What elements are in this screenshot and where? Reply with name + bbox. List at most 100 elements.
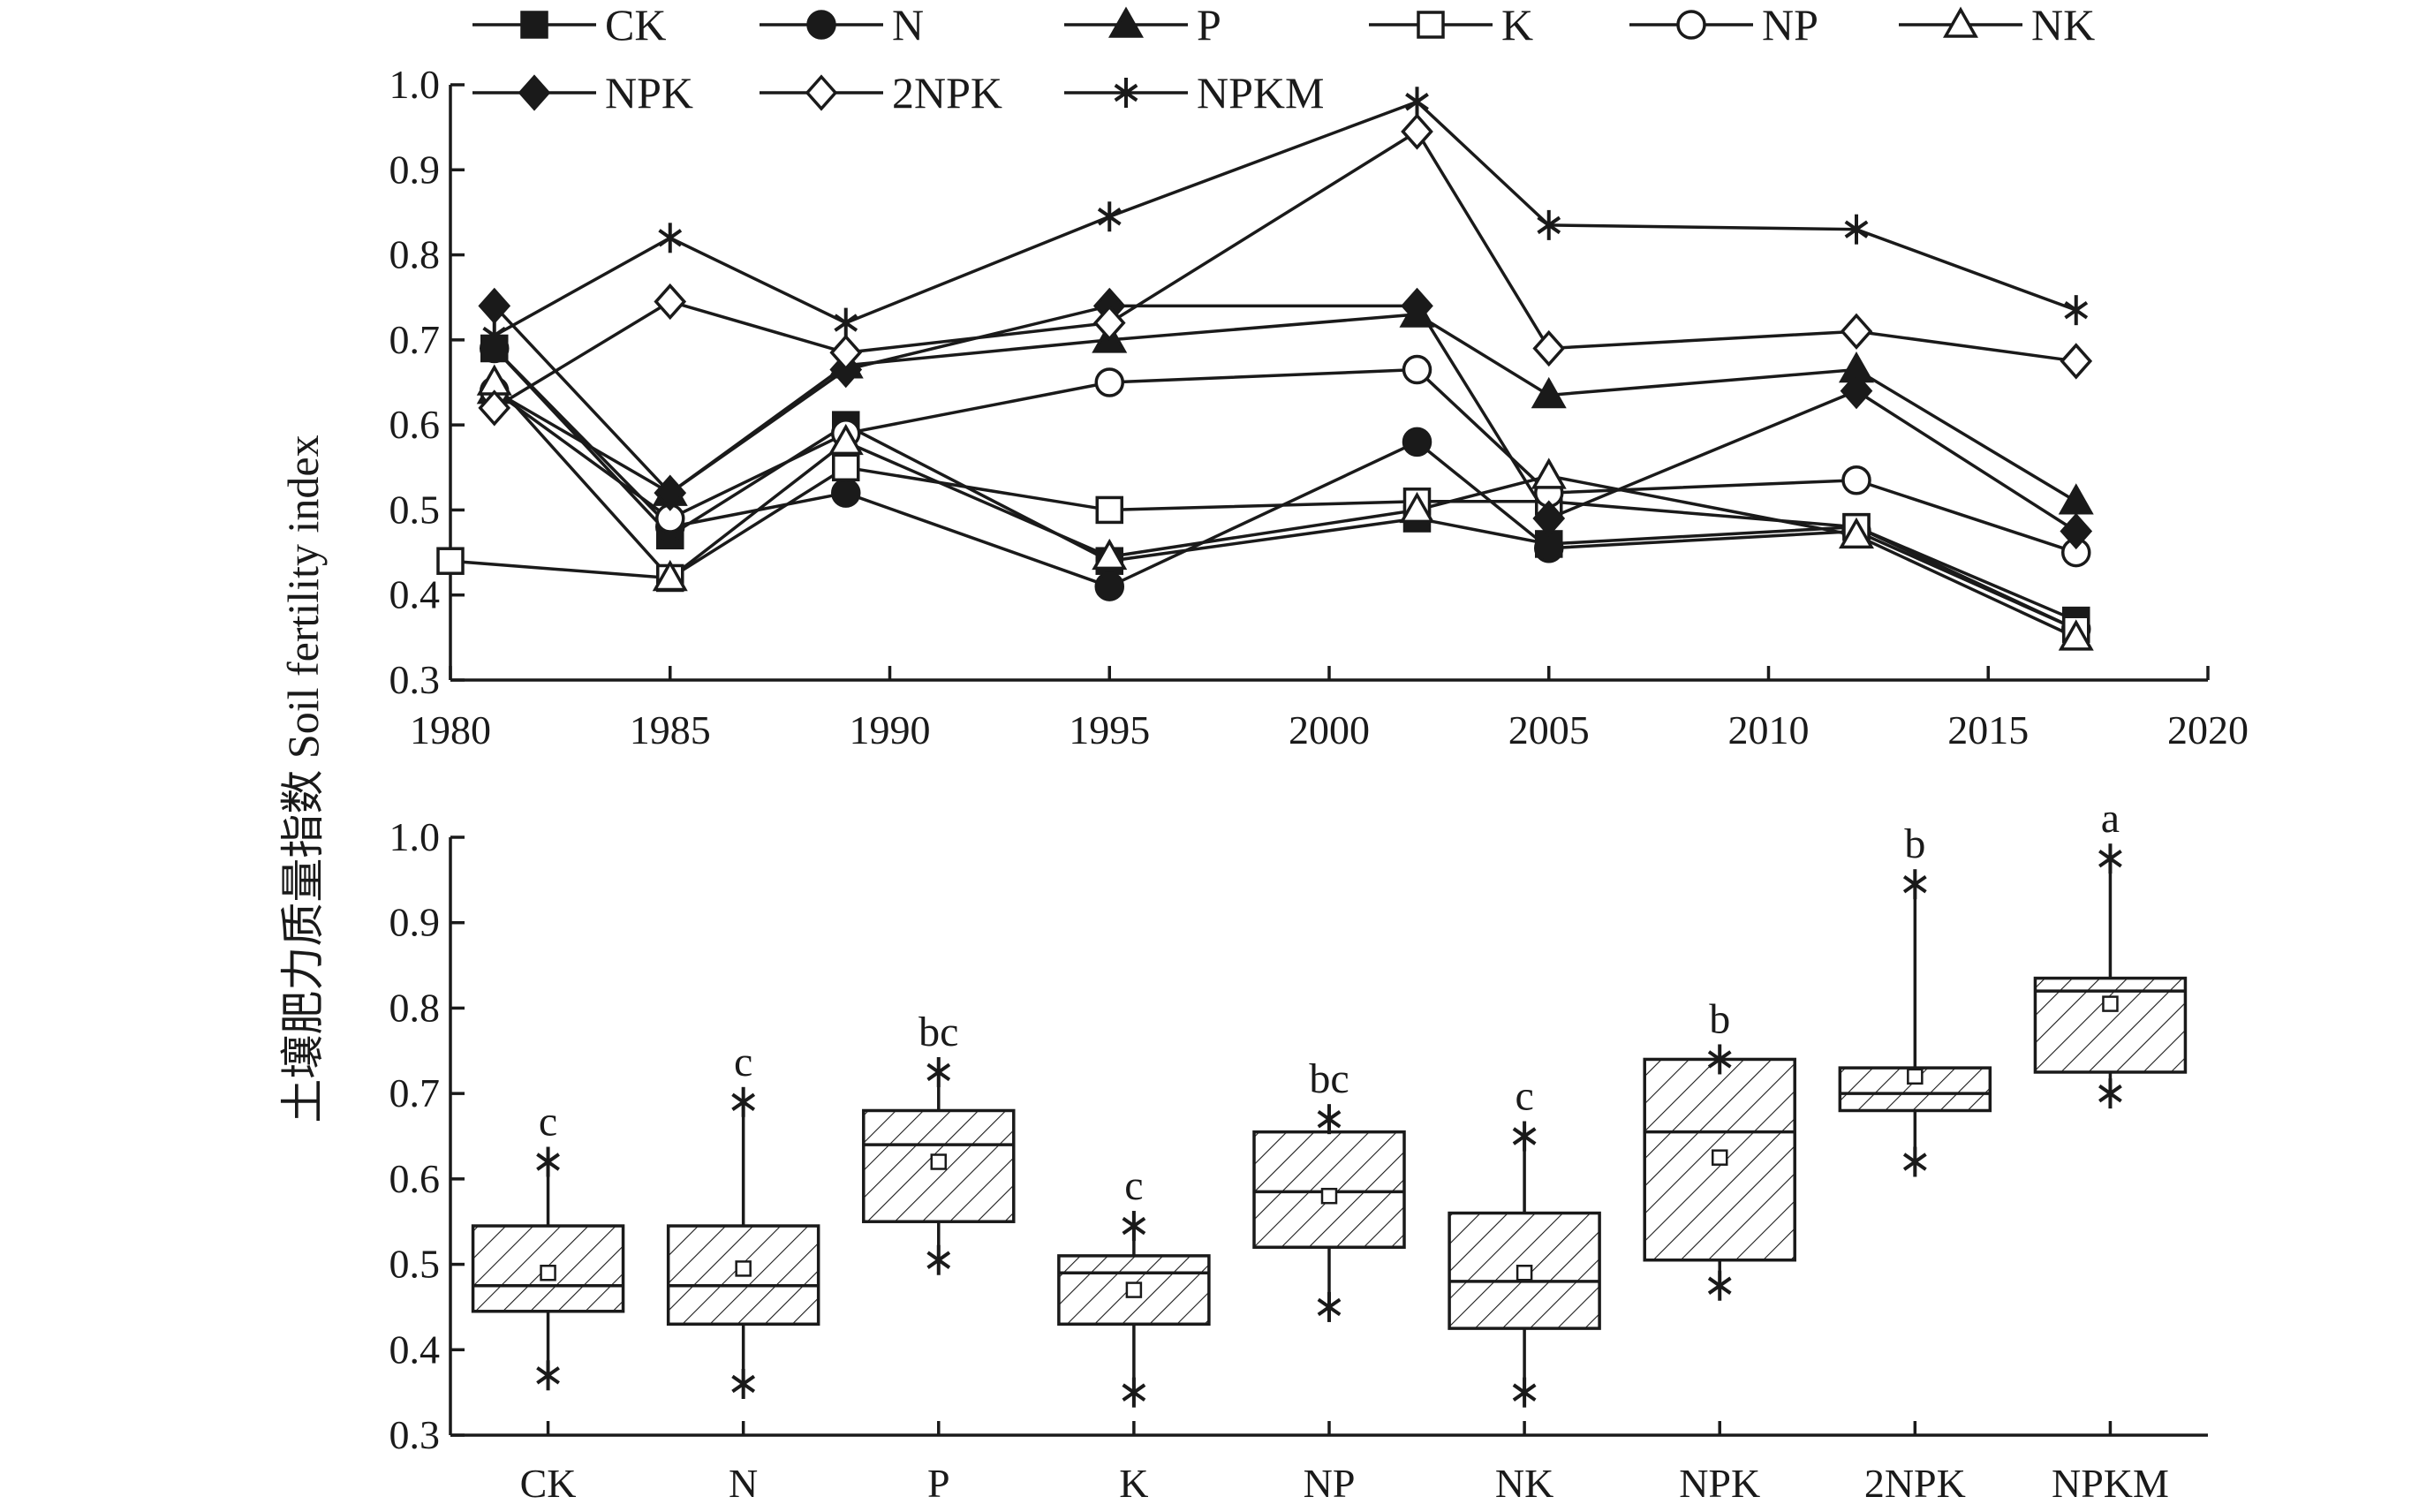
- y-axis-label: 土壤肥力质量指数 Soil fertility index: [278, 435, 328, 1123]
- category-label-p: P: [927, 1461, 950, 1506]
- legend-item-nk: NK: [1899, 0, 2095, 49]
- legend-item-2npk: 2NPK: [760, 68, 1002, 117]
- legend-marker-n: [806, 10, 836, 40]
- min-marker: [1902, 1146, 1927, 1177]
- significance-letter: c: [1515, 1073, 1533, 1120]
- legend-label: NK: [2031, 0, 2095, 49]
- top-y-tick-label: 0.4: [389, 572, 441, 617]
- point-n: [1094, 571, 1124, 601]
- category-label-npkm: NPKM: [2052, 1461, 2169, 1506]
- significance-letter: bc: [918, 1009, 958, 1055]
- point-2npk: [1401, 113, 1433, 150]
- legend-item-k: K: [1369, 0, 1533, 49]
- point-npk: [1840, 372, 1873, 410]
- point-npkm: [2064, 295, 2089, 326]
- point-np: [1094, 367, 1124, 397]
- point-2npk: [1532, 329, 1566, 367]
- significance-letter: c: [539, 1099, 557, 1145]
- legend-marker-p: [1107, 6, 1145, 38]
- point-p: [1531, 376, 1567, 409]
- legend-marker-k: [1417, 11, 1445, 39]
- top-y-tick-label: 0.7: [389, 317, 441, 362]
- mean-marker: [1907, 1068, 1924, 1085]
- min-marker: [536, 1360, 560, 1391]
- mean-marker: [1125, 1281, 1143, 1298]
- point-np: [1402, 354, 1432, 385]
- point-2npk: [1092, 304, 1126, 342]
- point-2npk: [478, 389, 511, 427]
- point-n: [831, 478, 861, 508]
- legend-marker-ck: [520, 11, 548, 39]
- point-2npk: [829, 334, 863, 371]
- box-n: c: [666, 1039, 820, 1399]
- series-line-npkm: [493, 100, 2077, 337]
- legend-item-ck: CK: [472, 0, 666, 49]
- legend-item-npk: NPK: [472, 68, 693, 117]
- top-x-tick-label: 2020: [2167, 707, 2249, 752]
- category-label-npk: NPK: [1679, 1461, 1760, 1506]
- mean-marker: [2102, 995, 2119, 1012]
- category-label-ck: CK: [520, 1461, 577, 1506]
- legend-item-p: P: [1064, 0, 1221, 49]
- series-line-p: [493, 313, 2077, 503]
- max-marker: [1707, 1044, 1732, 1075]
- significance-letter: c: [734, 1039, 752, 1085]
- point-nk: [1092, 538, 1128, 571]
- min-marker: [1317, 1291, 1342, 1322]
- point-nk: [2058, 619, 2094, 651]
- top-x-tick-label: 1985: [630, 707, 711, 752]
- mean-marker: [540, 1264, 556, 1281]
- point-k: [832, 453, 860, 482]
- bottom-y-tick-label: 0.5: [389, 1242, 441, 1287]
- category-label-np: NP: [1304, 1461, 1356, 1506]
- top-x-tick-label: 1990: [850, 707, 931, 752]
- point-2npk: [654, 283, 687, 321]
- box-ck: c: [471, 1099, 625, 1391]
- box-nk: c: [1448, 1073, 1601, 1408]
- point-npkm: [1844, 214, 1869, 245]
- box-npk: b: [1643, 995, 1796, 1301]
- top-y-tick-label: 0.3: [389, 657, 441, 702]
- min-marker: [2098, 1078, 2122, 1109]
- point-k: [1095, 495, 1123, 525]
- point-npk: [1401, 287, 1433, 324]
- point-n: [1534, 533, 1564, 563]
- top-y-tick-label: 0.5: [389, 487, 441, 532]
- bottom-y-tick-label: 0.8: [389, 985, 441, 1030]
- series-line-npk: [493, 304, 2077, 533]
- point-p: [2058, 483, 2094, 515]
- top-x-tick-label: 1995: [1069, 707, 1150, 752]
- point-npk: [2060, 512, 2093, 550]
- point-npkm: [1537, 209, 1561, 240]
- legend-label: NPKM: [1197, 68, 1324, 117]
- box-body: [2033, 976, 2188, 1074]
- legend-item-n: N: [760, 0, 924, 49]
- category-label-nk: NK: [1495, 1461, 1553, 1506]
- series-line-nk: [493, 381, 2077, 639]
- top-x-tick-label: 2015: [1947, 707, 2029, 752]
- point-2npk: [2060, 343, 2093, 380]
- point-n: [1402, 427, 1432, 457]
- min-marker: [1707, 1270, 1732, 1301]
- legend-label: NP: [1762, 0, 1818, 49]
- legend-item-npkm: NPKM: [1064, 68, 1324, 117]
- max-marker: [2098, 843, 2122, 874]
- point-nk: [652, 559, 688, 592]
- top-y-tick-label: 0.8: [389, 232, 441, 277]
- bottom-y-tick-label: 0.7: [389, 1070, 441, 1115]
- legend-item-np: NP: [1629, 0, 1818, 49]
- series-line-n: [493, 347, 2077, 631]
- point-npkm: [1405, 87, 1429, 117]
- legend-marker-2npk: [805, 74, 838, 111]
- top-x-tick-label: 2010: [1728, 707, 1810, 752]
- max-marker: [536, 1146, 560, 1177]
- max-marker: [1512, 1121, 1537, 1152]
- max-marker: [1317, 1104, 1342, 1135]
- series-line-np: [493, 367, 2077, 555]
- bottom-y-tick-label: 0.6: [389, 1156, 441, 1201]
- min-marker: [1512, 1377, 1537, 1408]
- box-np: bc: [1252, 1055, 1406, 1322]
- legend-label: 2NPK: [892, 68, 1002, 117]
- category-label-k: K: [1119, 1461, 1148, 1506]
